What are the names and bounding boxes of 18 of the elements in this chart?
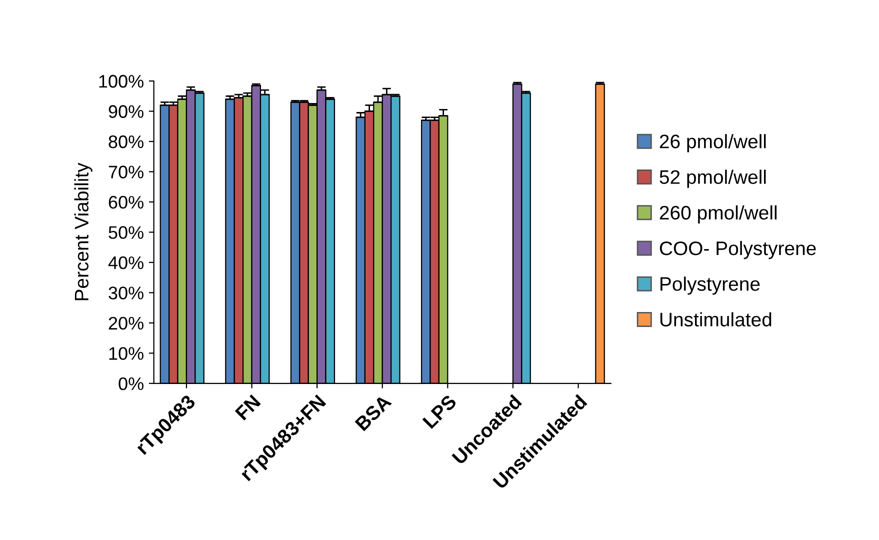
legend-label: Polystyrene [660, 276, 760, 295]
y-tick-label: 10% [109, 347, 144, 360]
legend-label: 26 pmol/well [660, 134, 766, 152]
legend-label: 52 pmol/well [660, 170, 766, 188]
y-tick-label: 100% [99, 74, 144, 88]
legend-label: 260 pmol/well [660, 205, 777, 224]
y-axis-title: Percent Viability [74, 162, 92, 300]
y-tick-label: 20% [108, 316, 144, 330]
y-tick-label: 40% [108, 256, 144, 270]
y-tick-label: 60% [108, 196, 144, 209]
y-tick-label: 80% [108, 135, 144, 148]
y-tick-label: 70% [108, 166, 144, 178]
legend-label: COO- Polystyrene [660, 240, 816, 260]
y-tick-label: 90% [108, 105, 144, 118]
legend-label: Unstimulated [660, 312, 772, 326]
y-tick-label: 0% [118, 377, 144, 390]
y-tick-label: 50% [108, 226, 144, 239]
y-tick-label: 30% [108, 286, 144, 300]
